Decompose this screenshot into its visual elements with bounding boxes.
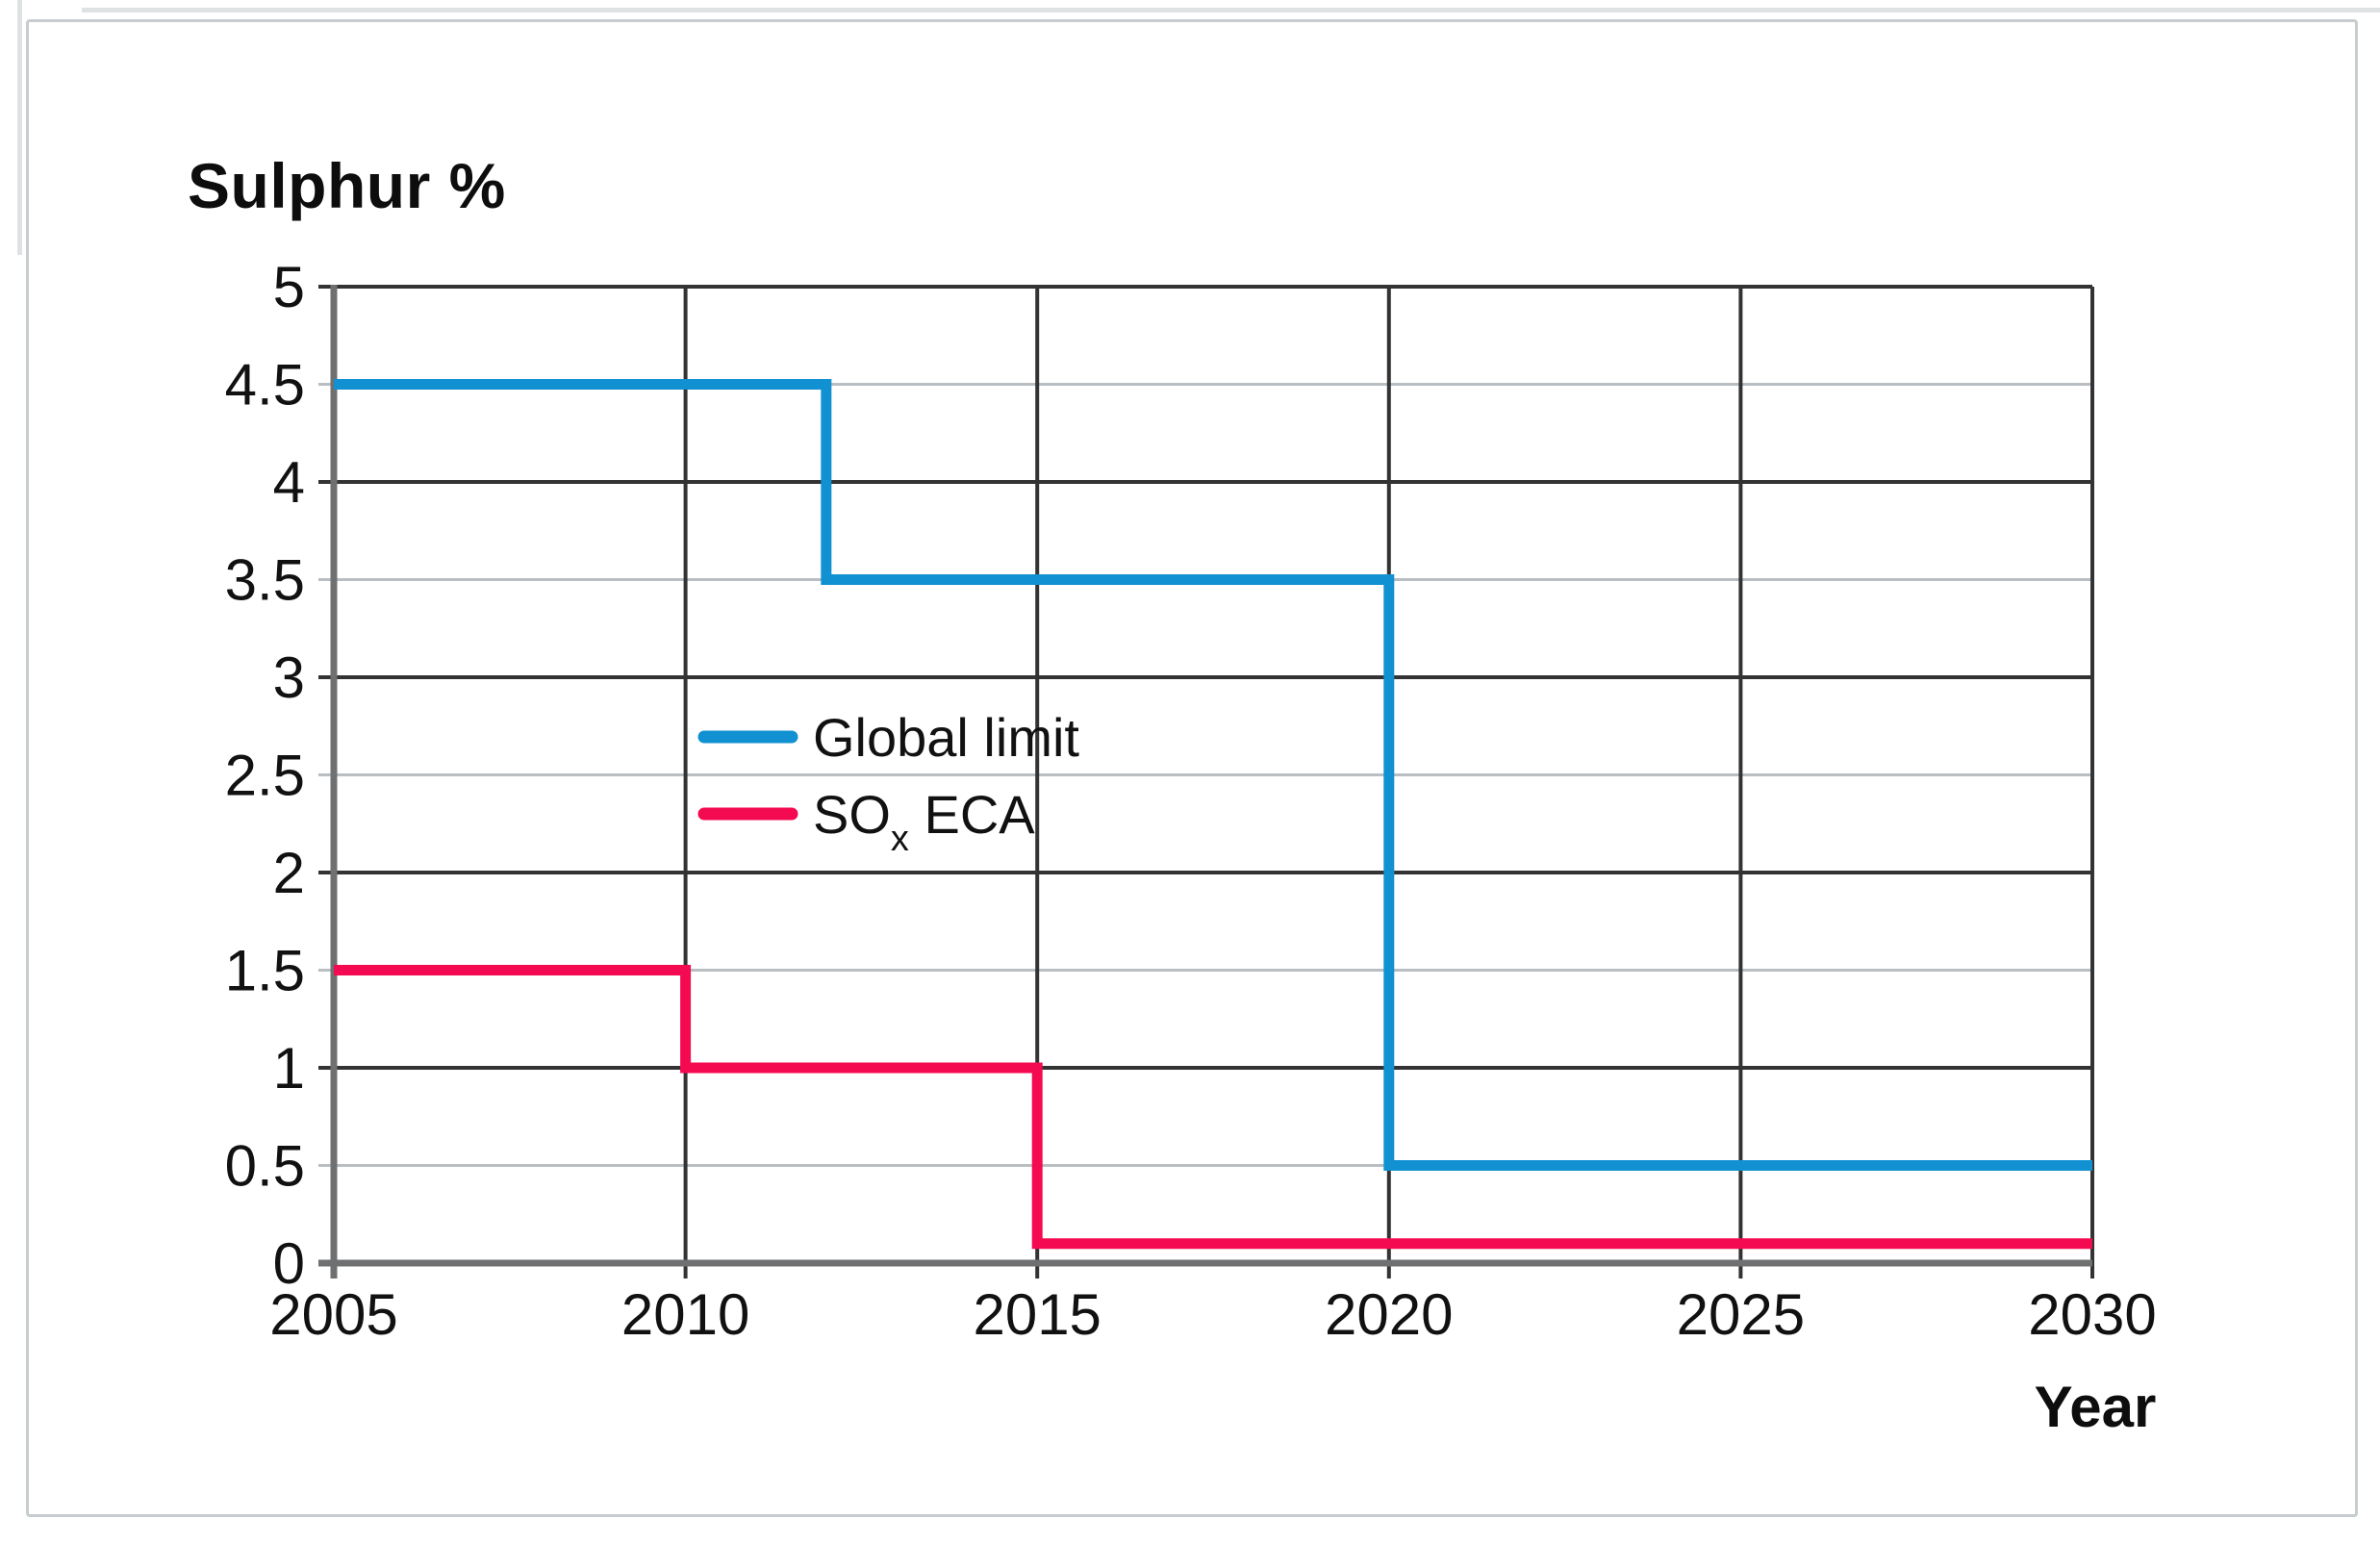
x-tick-label-2005: 2005 [269, 1282, 397, 1347]
y-tick-label-2: 2 [273, 841, 305, 905]
legend-label-sox-eca: SOx ECA [813, 784, 1035, 859]
chart-title: Sulphur % [188, 150, 506, 221]
series-line-sox-eca [334, 965, 2092, 1250]
x-tick-label-2015: 2015 [973, 1282, 1101, 1347]
y-tick-label-1: 1 [273, 1036, 305, 1101]
legend-label-global-limit: Global limit [813, 707, 1079, 768]
y-tick-label-3: 3 [273, 645, 305, 710]
x-tick-label-2010: 2010 [621, 1282, 749, 1347]
y-tick-label-1.5: 1.5 [225, 939, 305, 1003]
series-line-global-limit [334, 379, 2092, 1171]
page-edge-left [17, 0, 22, 255]
y-tick-label-4: 4 [273, 450, 305, 515]
chart-frame [26, 19, 2358, 1517]
y-tick-label-4.5: 4.5 [225, 353, 305, 418]
x-tick-label-2020: 2020 [1325, 1282, 1453, 1347]
y-tick-label-5: 5 [273, 255, 305, 319]
page-edge-top [82, 8, 2380, 13]
y-tick-label-0: 0 [273, 1231, 305, 1296]
y-tick-label-3.5: 3.5 [225, 548, 305, 613]
x-axis-title: Year [2034, 1375, 2157, 1439]
y-tick-label-2.5: 2.5 [225, 744, 305, 808]
y-tick-label-0.5: 0.5 [225, 1134, 305, 1199]
x-tick-label-2025: 2025 [1677, 1282, 1805, 1347]
x-tick-label-2030: 2030 [2028, 1282, 2156, 1347]
